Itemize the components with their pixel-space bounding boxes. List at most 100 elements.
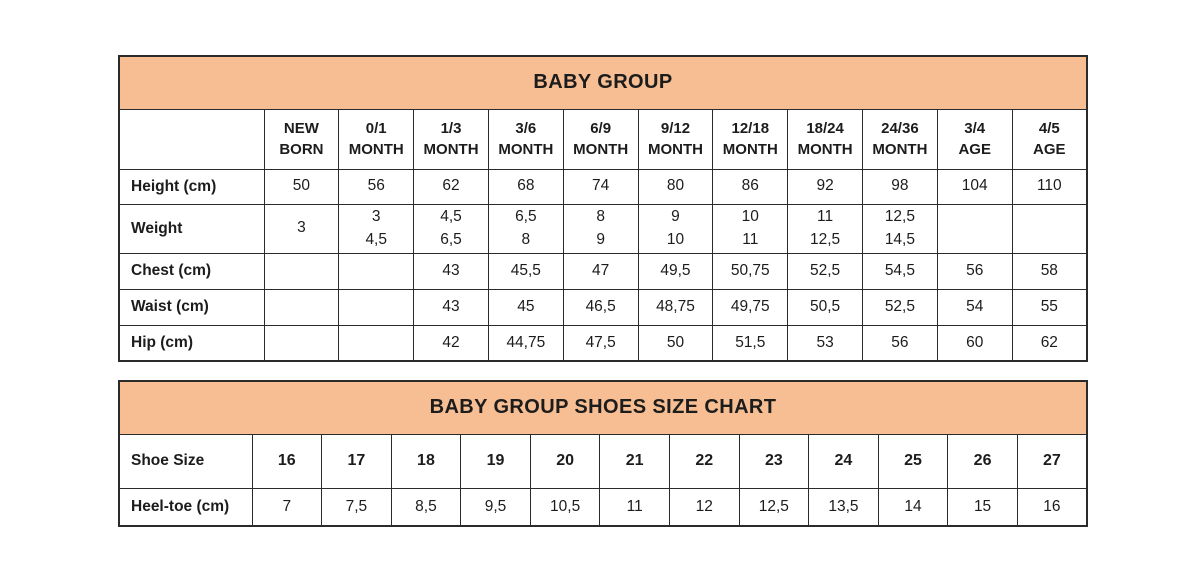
data-cell: 11 12,5 (787, 203, 863, 254)
data-cell: 8 9 (562, 203, 639, 254)
data-cell: 62 (413, 168, 489, 205)
column-header: NEW BORN (263, 108, 340, 170)
data-cell: 52,5 (862, 288, 938, 326)
data-cell: 49,5 (637, 252, 714, 290)
data-cell: 23 (738, 433, 810, 489)
data-cell: 47 (562, 252, 639, 290)
data-cell: 47,5 (562, 324, 639, 362)
data-cell (936, 203, 1013, 254)
data-cell: 25 (877, 433, 949, 489)
shoes-table-body: Shoe Size 16 17 18 19 20 21 22 23 24 25 26 27 Heel-to… (118, 433, 1088, 527)
data-cell: 68 (487, 168, 564, 205)
data-cell: 21 (599, 433, 670, 489)
data-cell: 50,75 (712, 252, 789, 290)
row-label: Shoe Size (118, 433, 253, 489)
data-cell: 9 10 (637, 203, 714, 254)
data-cell: 80 (637, 168, 714, 205)
data-cell: 46,5 (562, 288, 639, 326)
table-row: Chest (cm) 43 45,5 47 49,5 50,75 52,5 54,5 56 58 (118, 252, 1088, 290)
data-cell (338, 288, 415, 326)
column-header: 12/18 MONTH (712, 108, 789, 170)
data-cell: 19 (460, 433, 531, 489)
data-cell: 10,5 (529, 487, 601, 527)
data-cell: 24 (808, 433, 879, 489)
data-cell (263, 324, 340, 362)
shoes-table-title-row: BABY GROUP SHOES SIZE CHART (118, 380, 1088, 435)
column-header: 3/6 MONTH (487, 108, 564, 170)
data-cell: 62 (1011, 324, 1088, 362)
data-cell: 60 (936, 324, 1013, 362)
data-cell: 48,75 (637, 288, 714, 326)
data-cell: 50 (637, 324, 714, 362)
table-row: Waist (cm) 43 45 46,5 48,75 49,75 50,5 52,5 54 55 (118, 288, 1088, 326)
table-row: Shoe Size 16 17 18 19 20 21 22 23 24 25 26 27 (118, 433, 1088, 489)
data-cell: 53 (787, 324, 863, 362)
data-cell: 16 (251, 433, 323, 489)
data-cell: 12,5 14,5 (862, 203, 938, 254)
data-cell: 12,5 (738, 487, 810, 527)
row-label: Chest (cm) (118, 252, 265, 290)
column-header: 1/3 MONTH (413, 108, 489, 170)
data-cell: 104 (936, 168, 1013, 205)
data-cell (263, 288, 340, 326)
shoes-size-table: BABY GROUP SHOES SIZE CHART Shoe Size 16 1… (118, 380, 1088, 527)
data-cell: 56 (936, 252, 1013, 290)
data-cell: 42 (413, 324, 489, 362)
column-header: 24/36 MONTH (862, 108, 938, 170)
data-cell: 43 (413, 288, 489, 326)
data-cell: 27 (1016, 433, 1088, 489)
data-cell (338, 324, 415, 362)
data-cell: 14 (877, 487, 949, 527)
column-header: 6/9 MONTH (562, 108, 639, 170)
data-cell: 49,75 (712, 288, 789, 326)
data-cell: 8,5 (390, 487, 462, 527)
table-row: Height (cm) 50 56 62 68 74 80 86 92 98 104 110 (118, 168, 1088, 205)
data-cell: 7,5 (321, 487, 392, 527)
data-cell: 13,5 (808, 487, 879, 527)
column-header: 18/24 MONTH (787, 108, 863, 170)
data-cell: 86 (712, 168, 789, 205)
size-table-body: Height (cm) 50 56 62 68 74 80 86 92 98 104 110 Weigh… (118, 168, 1088, 362)
data-cell: 12 (668, 487, 740, 527)
column-header: 0/1 MONTH (338, 108, 415, 170)
data-cell: 44,75 (487, 324, 564, 362)
data-cell: 4,5 6,5 (413, 203, 489, 254)
column-header: 4/5 AGE (1011, 108, 1088, 170)
data-cell: 43 (413, 252, 489, 290)
column-header: 3/4 AGE (936, 108, 1013, 170)
data-cell: 50,5 (787, 288, 863, 326)
data-cell: 74 (562, 168, 639, 205)
row-label: Heel-toe (cm) (118, 487, 253, 527)
data-cell: 9,5 (460, 487, 531, 527)
data-cell: 3 (263, 203, 340, 254)
data-cell (338, 252, 415, 290)
data-cell: 16 (1016, 487, 1088, 527)
data-cell: 92 (787, 168, 863, 205)
data-cell: 56 (862, 324, 938, 362)
data-cell: 51,5 (712, 324, 789, 362)
data-cell: 45,5 (487, 252, 564, 290)
row-label: Weight (118, 203, 265, 254)
row-label: Waist (cm) (118, 288, 265, 326)
data-cell: 55 (1011, 288, 1088, 326)
data-cell: 45 (487, 288, 564, 326)
table-row: Hip (cm) 42 44,75 47,5 50 51,5 53 56 60 62 (118, 324, 1088, 362)
table-row: Heel-toe (cm) 7 7,5 8,5 9,5 10,5 11 12 12,5 13,5 1… (118, 487, 1088, 527)
data-cell: 17 (321, 433, 392, 489)
corner-cell (118, 108, 265, 170)
data-cell: 3 4,5 (338, 203, 415, 254)
data-cell: 26 (947, 433, 1018, 489)
data-cell: 54 (936, 288, 1013, 326)
shoes-table-title: BABY GROUP SHOES SIZE CHART (118, 380, 1088, 435)
data-cell: 98 (862, 168, 938, 205)
data-cell: 11 (599, 487, 670, 527)
data-cell: 50 (263, 168, 340, 205)
data-cell: 18 (390, 433, 462, 489)
size-table-header-row: NEW BORN 0/1 MONTH 1/3 MONTH 3/6 MONTH 6/9 M… (118, 108, 1088, 170)
column-header: 9/12 MONTH (637, 108, 714, 170)
size-table-title: BABY GROUP (118, 55, 1088, 110)
data-cell: 54,5 (862, 252, 938, 290)
row-label: Hip (cm) (118, 324, 265, 362)
data-cell (263, 252, 340, 290)
